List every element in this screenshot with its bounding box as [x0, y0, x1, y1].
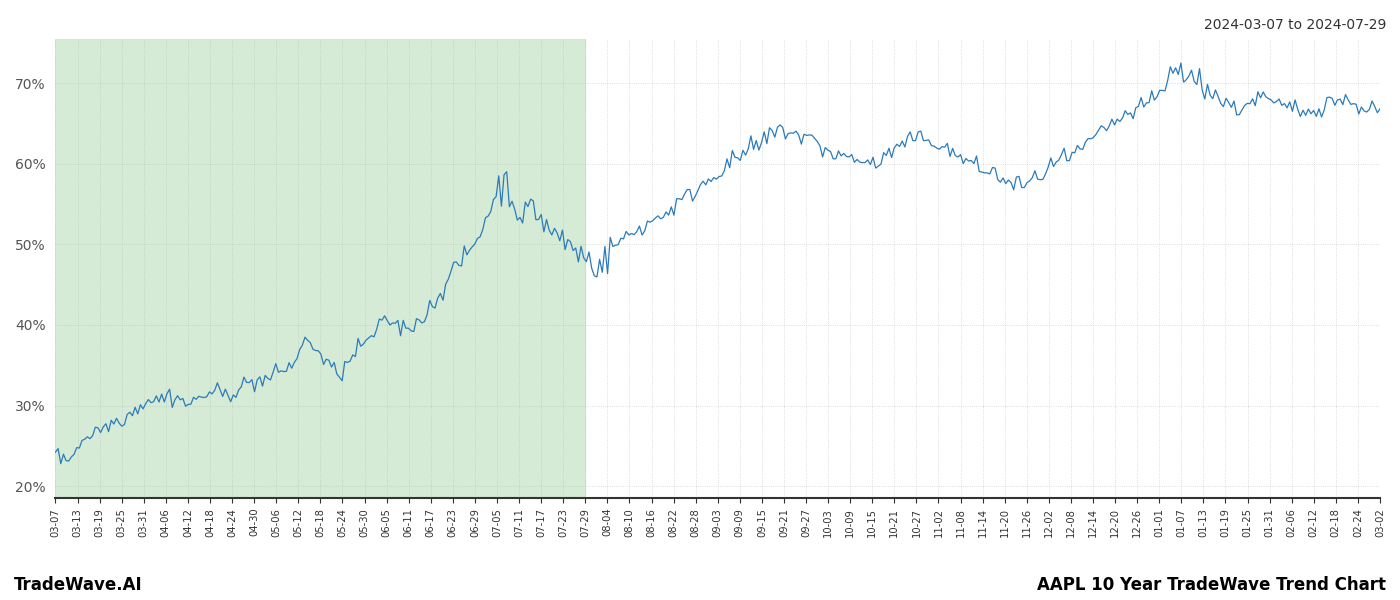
Text: 2024-03-07 to 2024-07-29: 2024-03-07 to 2024-07-29 [1204, 18, 1386, 32]
Text: TradeWave.AI: TradeWave.AI [14, 576, 143, 594]
Bar [55, 39, 585, 498]
Text: AAPL 10 Year TradeWave Trend Chart: AAPL 10 Year TradeWave Trend Chart [1037, 576, 1386, 594]
